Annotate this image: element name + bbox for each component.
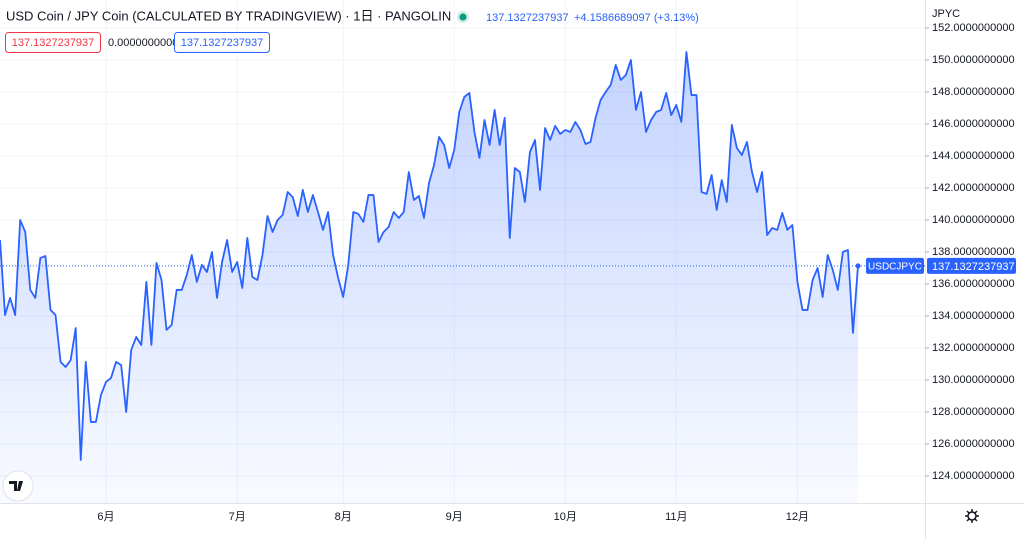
series-name: USDCJPYC <box>868 262 922 273</box>
price-tag <box>927 257 1016 274</box>
settings-icon[interactable] <box>965 509 979 523</box>
y-tick-label: 136.0000000000 <box>932 278 1015 290</box>
legend-value: 0.0000000000 <box>108 37 178 49</box>
x-tick-label: 7月 <box>229 511 246 523</box>
legend-value: 137.1327237937 <box>181 37 264 49</box>
x-tick-label: 8月 <box>335 511 352 523</box>
chart-title: USD Coin / JPY Coin (CALCULATED BY TRADI… <box>6 8 451 23</box>
last-point <box>855 263 861 269</box>
y-tick-label: 140.0000000000 <box>932 214 1015 226</box>
x-tick-label: 10月 <box>554 511 577 523</box>
y-tick-label: 146.0000000000 <box>932 118 1015 130</box>
y-tick-label: 148.0000000000 <box>932 86 1015 98</box>
legend-box <box>174 32 270 53</box>
x-tick-label: 12月 <box>786 511 809 523</box>
price-tag-label: 137.1327237937 <box>932 261 1015 273</box>
y-tick-label: 126.0000000000 <box>932 438 1015 450</box>
y-tick-label: 128.0000000000 <box>932 406 1015 418</box>
y-tick-label: 142.0000000000 <box>932 182 1015 194</box>
change: +4.1586689097 (+3.13%) <box>574 12 699 24</box>
y-axis-label: JPYC <box>932 8 960 20</box>
y-tick-label: 134.0000000000 <box>932 310 1015 322</box>
series-tag <box>866 257 924 274</box>
line <box>0 51 859 461</box>
legend-value: 137.1327237937 <box>12 37 95 49</box>
last-price: 137.1327237937 <box>486 12 569 24</box>
y-tick-label: 130.0000000000 <box>932 374 1015 386</box>
y-tick-label: 124.0000000000 <box>932 470 1015 482</box>
status-dot <box>459 13 467 21</box>
legend-box <box>5 32 101 53</box>
plot <box>0 51 925 503</box>
logo <box>2 470 34 502</box>
y-tick-label: 138.0000000000 <box>932 246 1015 258</box>
area <box>0 52 858 503</box>
x-tick-label: 9月 <box>446 511 463 523</box>
x-tick-label: 11月 <box>665 511 687 523</box>
axes: 124.0000000000 126.0000000000 128.00000000… <box>97 22 1016 523</box>
y-tick-label: 144.0000000000 <box>932 150 1015 162</box>
y-tick-label: 150.0000000000 <box>932 54 1015 66</box>
x-tick-label: 6月 <box>97 511 114 523</box>
y-tick-label: 152.0000000000 <box>932 22 1015 34</box>
y-tick-label: 132.0000000000 <box>932 342 1015 354</box>
